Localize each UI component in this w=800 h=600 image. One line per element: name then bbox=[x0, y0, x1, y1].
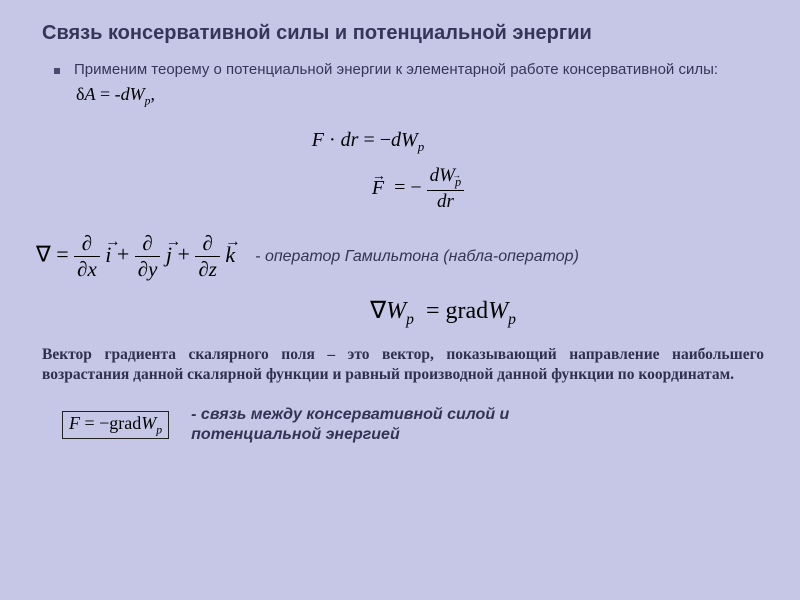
bullet-text: Применим теорему о потенциальной энергии… bbox=[74, 61, 718, 80]
bullet-dot bbox=[54, 68, 60, 74]
bullet-item: Применим теорему о потенциальной энергии… bbox=[54, 61, 764, 80]
nabla-operator-equation: ∇ = ∂∂x →i + ∂∂y →j + ∂∂z →k bbox=[36, 231, 235, 282]
equation-delta-a: δA = -dWp, bbox=[76, 84, 764, 108]
nabla-row: ∇ = ∂∂x →i + ∂∂y →j + ∂∂z →k - оператор … bbox=[42, 231, 764, 282]
final-label-line1: - связь между консервативной силой и bbox=[191, 406, 509, 423]
final-label: - связь между консервативной силой и пот… bbox=[191, 405, 509, 445]
gradient-definition: Вектор градиента скалярного поля – это в… bbox=[42, 345, 764, 385]
equation-f-dr: F · dr = −dWp bbox=[0, 129, 764, 155]
equation-grad-wp: ∇Wp = gradWp bbox=[122, 296, 764, 329]
final-label-line2: потенциальной энергией bbox=[191, 426, 400, 443]
boxed-equation: F = −gradWp bbox=[62, 411, 169, 439]
slide-title: Связь консервативной силы и потенциально… bbox=[42, 22, 764, 45]
final-row: F = −gradWp - связь между консервативной… bbox=[42, 405, 764, 445]
equation-f-vector: →F = − dWp→ dr bbox=[72, 165, 764, 213]
nabla-label: - оператор Гамильтона (набла-оператор) bbox=[255, 248, 579, 266]
